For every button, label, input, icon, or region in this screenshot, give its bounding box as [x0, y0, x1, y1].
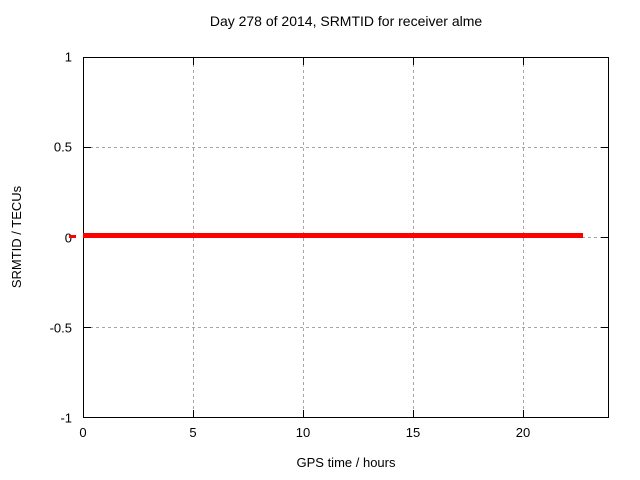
- gridline-y0.5: [84, 147, 608, 148]
- y-tick-label: 0: [65, 230, 72, 245]
- chart-title: Day 278 of 2014, SRMTID for receiver alm…: [209, 13, 483, 29]
- tick-mark: [601, 147, 608, 148]
- x-tick-label: 10: [295, 425, 311, 440]
- y-tick-label: -1: [60, 410, 72, 426]
- tick-mark: [193, 410, 194, 417]
- gridline-y-0.5: [84, 327, 608, 328]
- y-tick-label: -0.5: [49, 320, 72, 336]
- x-tick-label: 5: [189, 425, 197, 440]
- x-tick-label: 20: [515, 425, 531, 440]
- data-line-srmtid-left-dash: [69, 235, 76, 238]
- tick-mark: [84, 147, 91, 148]
- tick-mark: [413, 58, 414, 65]
- tick-mark: [601, 237, 608, 238]
- x-axis-label: GPS time / hours: [296, 455, 396, 470]
- tick-mark: [84, 327, 91, 328]
- tick-mark: [523, 410, 524, 417]
- plot-area: [69, 57, 609, 418]
- tick-mark: [303, 410, 304, 417]
- x-tick-label: 0: [79, 425, 87, 440]
- x-axis-ticks: 0 5 10 15 20: [79, 425, 609, 441]
- tick-mark: [601, 327, 608, 328]
- y-axis-ticks: 1 0.5 0 -0.5 -1: [0, 50, 76, 426]
- tick-mark: [523, 58, 524, 65]
- x-tick-label: 15: [405, 425, 421, 440]
- y-tick-label: 0.5: [53, 139, 72, 155]
- y-tick-label: 1: [64, 49, 72, 65]
- tick-mark: [413, 410, 414, 417]
- tick-mark: [193, 58, 194, 65]
- data-line-srmtid: [83, 233, 583, 238]
- tick-mark: [303, 58, 304, 65]
